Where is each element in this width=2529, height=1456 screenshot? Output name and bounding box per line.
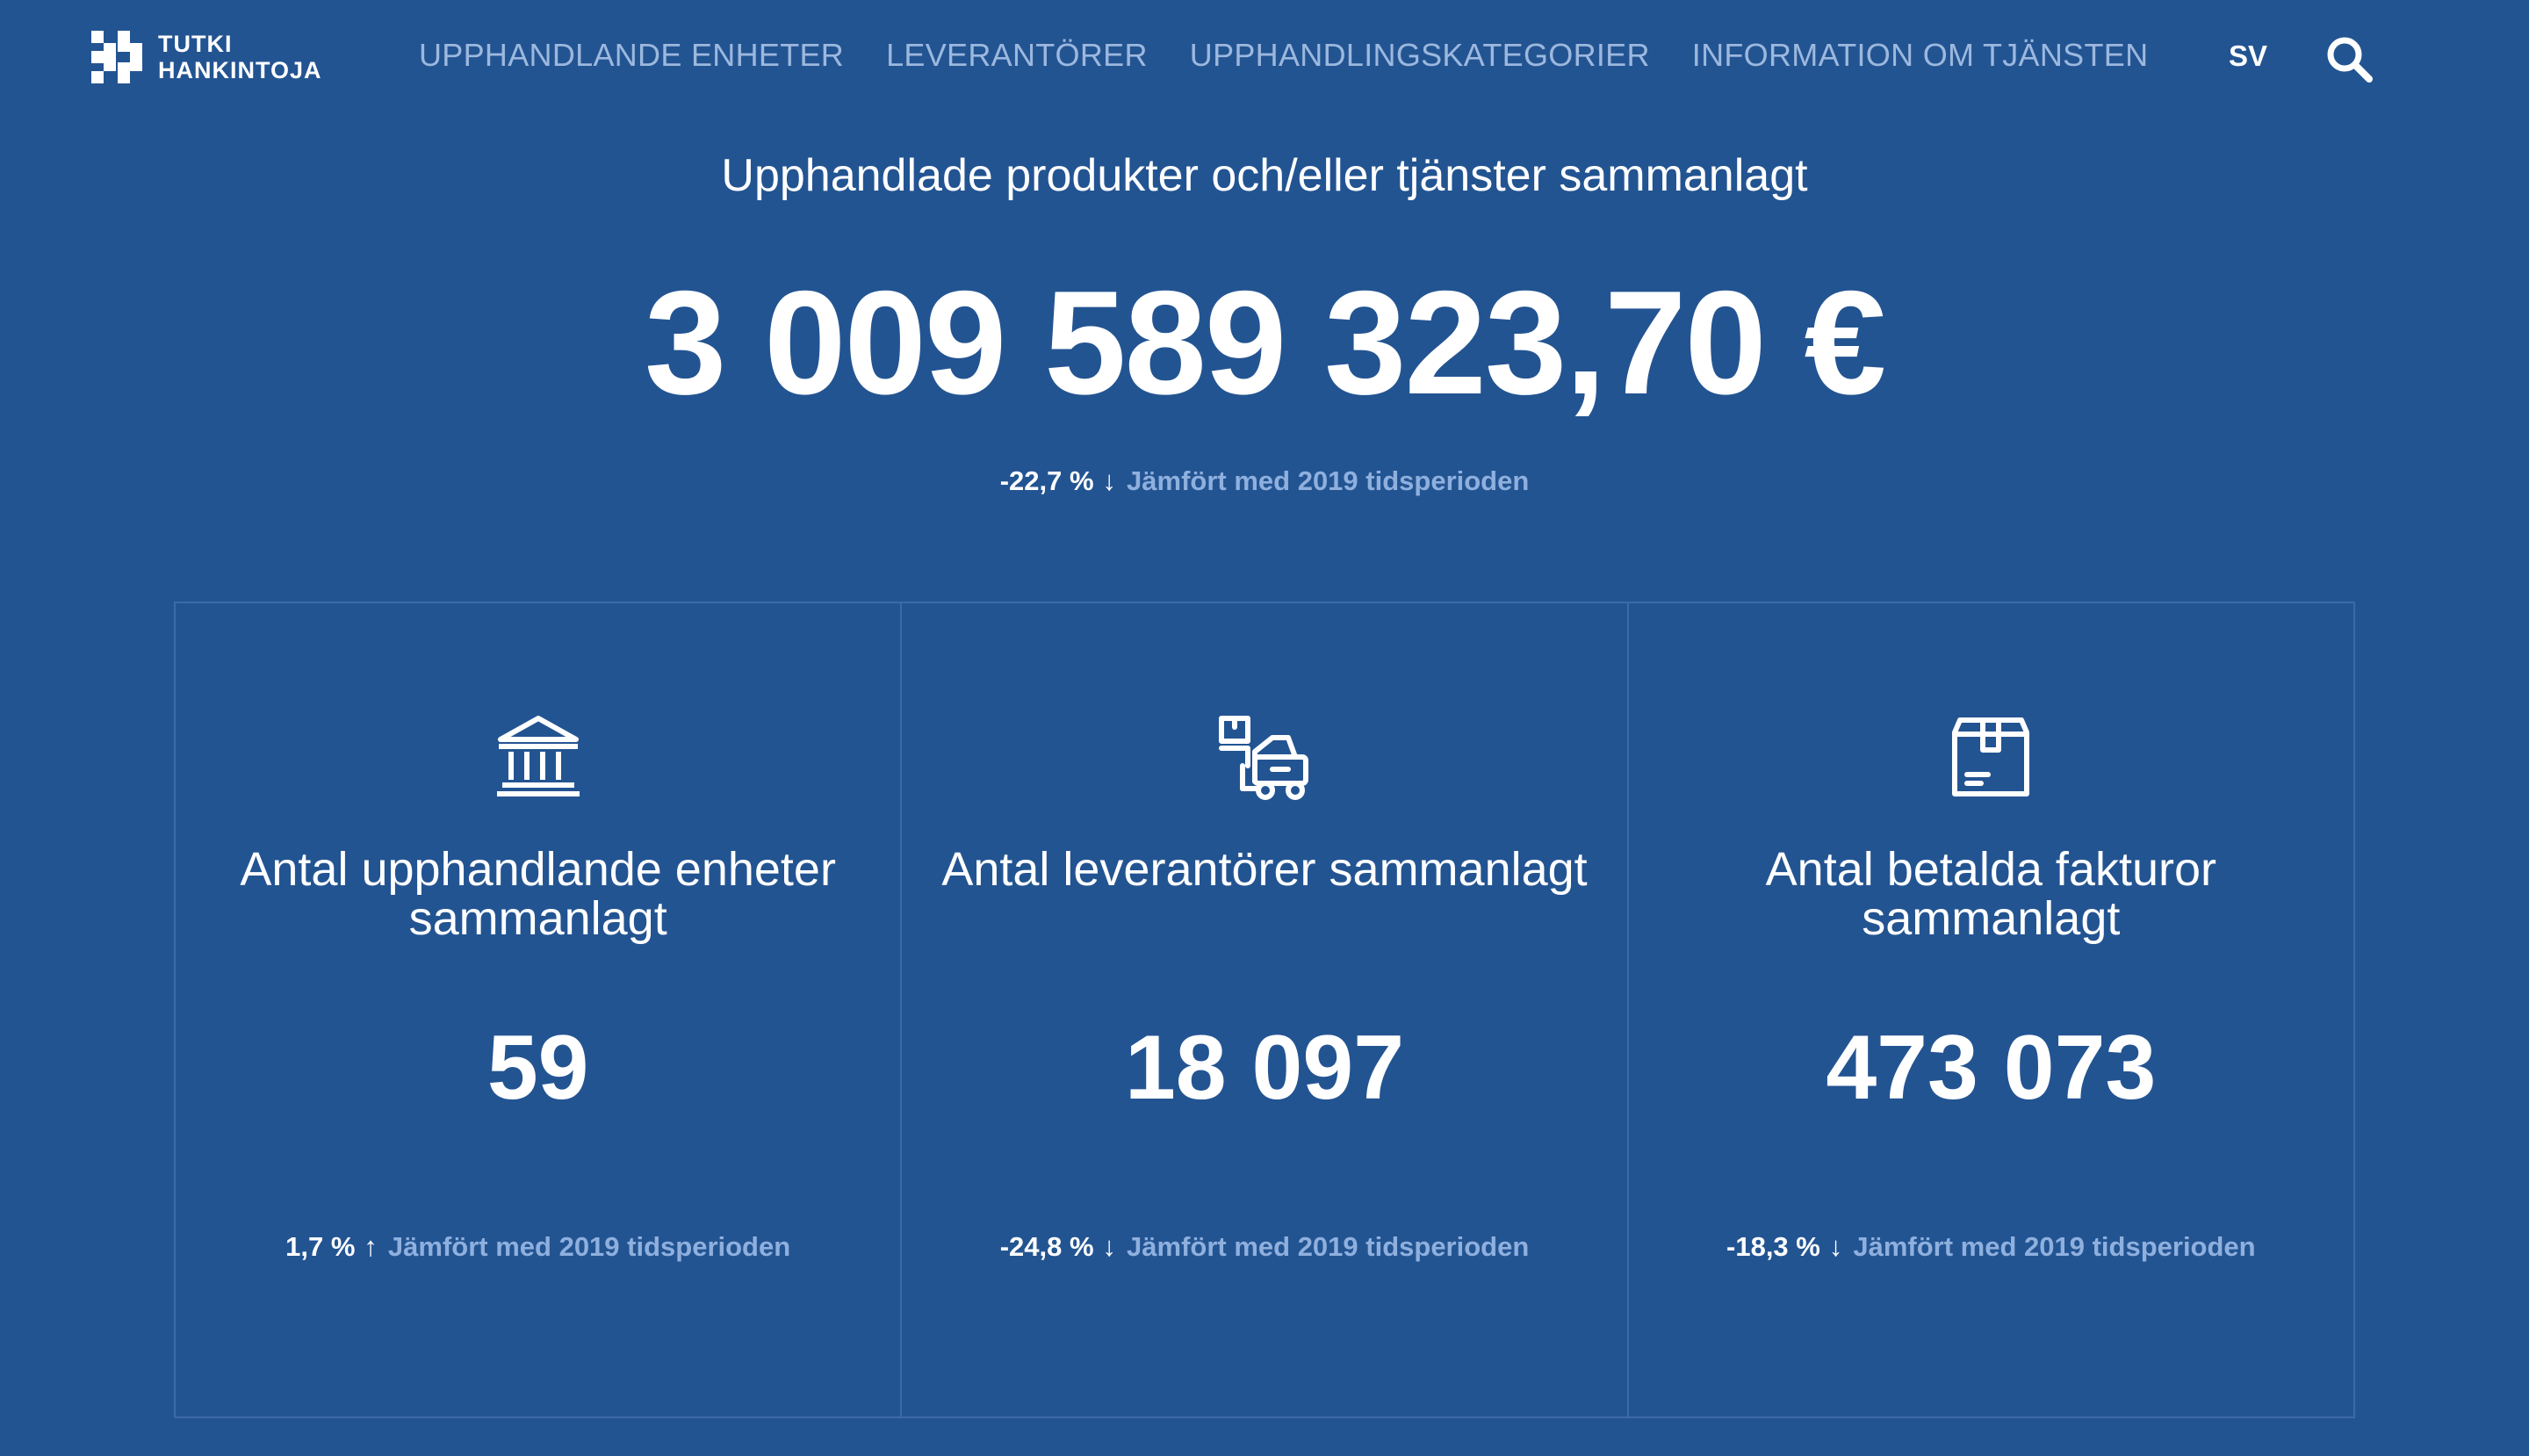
change-percent: -24,8 % — [999, 1231, 1094, 1262]
language-selector[interactable]: SV — [2229, 40, 2268, 72]
logo-link[interactable]: TUTKI HANKINTOJA — [91, 30, 322, 84]
logo-text: TUTKI HANKINTOJA — [158, 31, 322, 83]
hero-change: -22,7 % ↓ Jämfört med 2019 tidsperioden — [0, 465, 2529, 497]
forklift-icon — [1218, 716, 1308, 800]
arrow-down-icon: ↓ — [1102, 465, 1117, 496]
nav-item-information[interactable]: INFORMATION OM TJÄNSTEN — [1691, 37, 2149, 73]
search-icon[interactable] — [2325, 35, 2373, 83]
arrow-down-icon: ↓ — [1102, 1231, 1117, 1262]
card-change: -18,3 % ↓ Jämfört med 2019 tidsperioden — [1629, 1231, 2353, 1263]
card-value: 18 097 — [1124, 1017, 1405, 1119]
header: TUTKI HANKINTOJA UPPHANDLANDE ENHETER LE… — [0, 0, 2529, 123]
change-comparison-text: Jämfört med 2019 tidsperioden — [1853, 1231, 2256, 1262]
change-percent: 1,7 % — [285, 1231, 356, 1262]
nav-item-upphandlande-enheter[interactable]: UPPHANDLANDE ENHETER — [419, 37, 845, 73]
stats-cards: Antal upphandlande enheter sammanlagt 59… — [174, 602, 2355, 1418]
change-percent: -18,3 % — [1726, 1231, 1820, 1262]
nav-item-leverantorer[interactable]: LEVERANTÖRER — [886, 37, 1148, 73]
logo-line1: TUTKI — [158, 31, 233, 57]
package-box-icon — [1952, 717, 2030, 796]
stat-card-paid-invoices: Antal betalda fakturor sammanlagt 473 07… — [1629, 603, 2353, 1416]
bank-building-icon — [496, 716, 580, 796]
nav-item-upphandlingskategorier[interactable]: UPPHANDLINGSKATEGORIER — [1189, 37, 1650, 73]
stat-card-contracting-entities: Antal upphandlande enheter sammanlagt 59… — [176, 603, 903, 1416]
arrow-down-icon: ↓ — [1828, 1231, 1843, 1262]
card-title: Antal leverantörer sammanlagt — [941, 843, 1588, 896]
logo-mark-icon — [91, 31, 142, 83]
arrow-up-icon: ↑ — [364, 1231, 378, 1262]
stat-card-suppliers: Antal leverantörer sammanlagt 18 097 -24… — [902, 603, 1629, 1416]
change-comparison-text: Jämfört med 2019 tidsperioden — [1127, 465, 1530, 496]
card-change: -24,8 % ↓ Jämfört med 2019 tidsperioden — [902, 1231, 1626, 1263]
change-comparison-text: Jämfört med 2019 tidsperioden — [387, 1231, 791, 1262]
change-comparison-text: Jämfört med 2019 tidsperioden — [1127, 1231, 1530, 1262]
hero-title: Upphandlade produkter och/eller tjänster… — [721, 150, 1808, 201]
main-nav: UPPHANDLANDE ENHETER LEVERANTÖRER UPPHAN… — [419, 37, 2148, 74]
card-value: 473 073 — [1826, 1017, 2157, 1119]
logo-line2: HANKINTOJA — [158, 57, 322, 83]
change-percent: -22,7 % — [999, 465, 1094, 496]
hero-total-value: 3 009 589 323,70 € — [644, 260, 1886, 425]
card-change: 1,7 % ↑ Jämfört med 2019 tidsperioden — [176, 1231, 900, 1263]
card-title: Antal upphandlande enheter sammanlagt — [240, 843, 836, 945]
card-value: 59 — [486, 1017, 589, 1119]
card-title: Antal betalda fakturor sammanlagt — [1765, 843, 2216, 945]
